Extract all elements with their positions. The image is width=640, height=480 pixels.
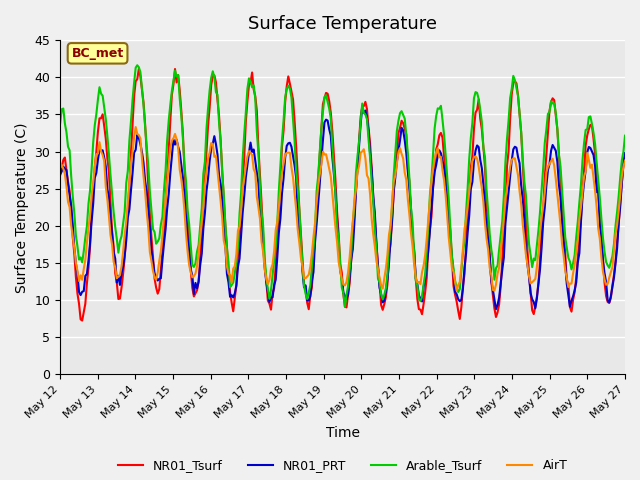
Line: Arable_Tsurf: Arable_Tsurf bbox=[60, 65, 625, 307]
AirT bbox=[125, 180, 133, 185]
Arable_Tsurf bbox=[226, 284, 234, 290]
NR01_PRT bbox=[621, 150, 629, 156]
NR01_Tsurf bbox=[307, 292, 314, 298]
Text: BC_met: BC_met bbox=[72, 47, 124, 60]
Arable_Tsurf bbox=[125, 138, 133, 144]
NR01_Tsurf bbox=[256, 172, 264, 178]
NR01_Tsurf bbox=[593, 167, 600, 172]
NR01_PRT bbox=[244, 163, 252, 168]
NR01_Tsurf bbox=[78, 318, 86, 324]
NR01_PRT bbox=[56, 171, 64, 177]
AirT bbox=[226, 272, 234, 278]
Arable_Tsurf bbox=[245, 75, 253, 81]
NR01_PRT bbox=[593, 190, 600, 195]
NR01_PRT bbox=[303, 297, 311, 303]
Legend: NR01_Tsurf, NR01_PRT, Arable_Tsurf, AirT: NR01_Tsurf, NR01_PRT, Arable_Tsurf, AirT bbox=[113, 454, 572, 477]
Arable_Tsurf bbox=[305, 289, 312, 295]
AirT bbox=[56, 165, 64, 170]
NR01_PRT bbox=[358, 104, 366, 110]
Arable_Tsurf bbox=[593, 160, 600, 166]
NR01_Tsurf bbox=[127, 151, 135, 156]
NR01_PRT bbox=[125, 206, 133, 212]
NR01_Tsurf bbox=[135, 66, 143, 72]
Arable_Tsurf bbox=[133, 62, 141, 68]
NR01_PRT bbox=[253, 169, 260, 175]
NR01_PRT bbox=[492, 306, 500, 312]
NR01_Tsurf bbox=[56, 172, 64, 178]
AirT bbox=[255, 204, 262, 210]
AirT bbox=[593, 204, 600, 210]
Arable_Tsurf bbox=[341, 304, 349, 310]
NR01_PRT bbox=[225, 279, 232, 285]
X-axis label: Time: Time bbox=[326, 426, 360, 440]
NR01_Tsurf bbox=[246, 80, 254, 85]
AirT bbox=[621, 157, 629, 163]
AirT bbox=[245, 148, 253, 154]
NR01_Tsurf bbox=[621, 155, 629, 160]
AirT bbox=[453, 288, 461, 294]
Line: NR01_Tsurf: NR01_Tsurf bbox=[60, 69, 625, 321]
Arable_Tsurf bbox=[621, 133, 629, 139]
AirT bbox=[132, 124, 140, 130]
Line: NR01_PRT: NR01_PRT bbox=[60, 107, 625, 309]
Arable_Tsurf bbox=[56, 120, 64, 126]
Line: AirT: AirT bbox=[60, 127, 625, 291]
NR01_Tsurf bbox=[228, 300, 236, 305]
Title: Surface Temperature: Surface Temperature bbox=[248, 15, 437, 33]
Arable_Tsurf bbox=[255, 150, 262, 156]
AirT bbox=[305, 272, 312, 277]
Y-axis label: Surface Temperature (C): Surface Temperature (C) bbox=[15, 122, 29, 292]
